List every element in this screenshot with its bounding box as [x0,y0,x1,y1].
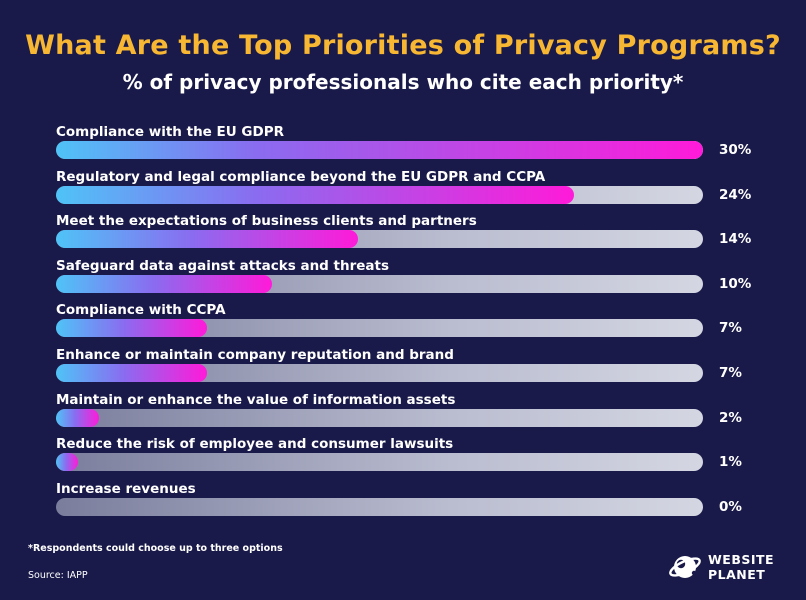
bar [56,274,272,293]
bar-row: Reduce the risk of employee and consumer… [56,436,796,480]
bar-value-label: 7% [719,365,742,381]
bar [56,319,207,338]
source-note: Source: IAPP [28,570,88,581]
bar-track [56,408,703,427]
bar-label: Maintain or enhance the value of informa… [56,391,456,408]
bar-row: Regulatory and legal compliance beyond t… [56,169,796,213]
bar-track [56,364,703,382]
bar-label: Compliance with CCPA [56,302,226,319]
planet-icon [669,556,701,578]
bar-value-label: 0% [719,498,742,515]
logo-text: WEBSITE PLANET [708,552,774,582]
bar [56,141,703,159]
bar-value-label: 7% [719,320,742,337]
bar-track [56,274,703,293]
bar-value-label: 30% [719,142,752,158]
bar [56,230,358,249]
bar-track [56,497,703,516]
bar [56,364,207,382]
bar-value-label: 2% [719,409,742,426]
bar-row: Compliance with CCPA 7% [56,302,796,346]
bar-value-label: 24% [719,186,752,203]
logo-line-1: WEBSITE [708,552,775,567]
bar-value-label: 1% [719,454,742,471]
bar-track [56,185,703,204]
bar-label: Increase revenues [56,480,196,497]
bar-value-label: 10% [719,275,752,292]
bar-track [56,141,703,159]
bar-track [56,453,703,472]
bar-label: Reduce the risk of employee and consumer… [56,436,454,453]
bar-label: Meet the expectations of business client… [56,213,477,230]
logo-line-2: PLANET [708,567,766,582]
bar-label: Enhance or maintain company reputation a… [56,347,454,363]
bar [56,453,78,472]
website-planet-logo: WEBSITE PLANET [668,548,798,588]
bar-label: Safeguard data against attacks and threa… [56,257,390,274]
bar-row: Increase revenues 0% [56,481,796,525]
bar-row: Compliance with the EU GDPR 30% [56,124,796,168]
footnote: *Respondents could choose up to three op… [28,543,283,554]
bar-value-label: 14% [719,231,752,248]
bar-row: Enhance or maintain company reputation a… [56,347,796,391]
chart-subtitle: % of privacy professionals who cite each… [122,70,684,94]
bar-row: Maintain or enhance the value of informa… [56,392,796,436]
bar-track [56,319,703,338]
chart-title: What Are the Top Priorities of Privacy P… [25,30,781,61]
bar-track [56,230,703,249]
bar [56,185,574,204]
bar-label: Regulatory and legal compliance beyond t… [56,168,546,185]
bar-row: Meet the expectations of business client… [56,213,796,257]
bar [56,408,100,427]
bar-row: Safeguard data against attacks and threa… [56,258,796,302]
bar-label: Compliance with the EU GDPR [56,124,284,140]
